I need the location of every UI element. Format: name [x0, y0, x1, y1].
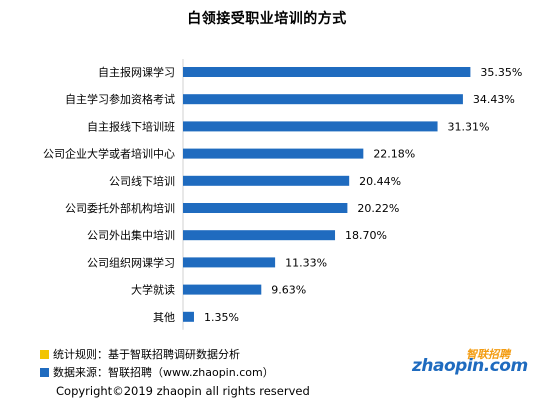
bar: [183, 121, 438, 132]
category-label: 自主报网课学习: [98, 65, 175, 79]
category-label: 自主学习参加资格考试: [65, 92, 175, 106]
category-label: 公司企业大学或者培训中心: [43, 147, 175, 161]
logo-wordmark: zhaopin.com: [412, 356, 528, 376]
value-label: 31.31%: [448, 120, 490, 133]
category-label: 自主报线下培训班: [87, 119, 175, 133]
chart-title: 白领接受职业培训的方式: [187, 11, 347, 27]
value-label: 34.43%: [473, 93, 515, 106]
note-statistics-rule: 统计规则：基于智联招聘调研数据分析: [40, 346, 240, 362]
value-label: 1.35%: [204, 311, 239, 324]
note-data-source: 数据来源：智联招聘（www.zhaopin.com）: [40, 364, 274, 380]
bar: [183, 67, 471, 77]
logo-chinese: 智联招聘: [466, 348, 510, 361]
blue-square-icon: [40, 367, 49, 377]
category-label: 公司线下培训: [109, 174, 175, 188]
yellow-square-icon: [40, 349, 49, 359]
bar: [183, 311, 194, 322]
category-label: 大学就读: [131, 283, 175, 297]
bar: [183, 175, 350, 186]
bar: [183, 257, 276, 268]
value-label: 35.35%: [480, 66, 522, 79]
note-source-text: 数据来源：智联招聘（www.zhaopin.com）: [53, 366, 274, 379]
value-label: 20.44%: [359, 175, 401, 188]
bar: [183, 203, 348, 213]
bar-chart: 自主报网课学习 35.35% 自主学习参加资格考试 34.43% 自主报线下培训班 31.…: [43, 59, 522, 330]
category-label: 公司委托外部机构培训: [65, 201, 175, 215]
value-label: 11.33%: [285, 256, 327, 269]
category-label: 公司组织网课学习: [87, 255, 175, 269]
zhaopin-logo: 智联招聘 zhaopin.com: [412, 346, 528, 378]
bar: [183, 284, 262, 295]
value-label: 22.18%: [373, 148, 415, 161]
value-label: 9.63%: [271, 284, 306, 297]
category-label: 公司外出集中培训: [87, 228, 175, 242]
value-label: 20.22%: [357, 202, 399, 215]
bar: [183, 148, 364, 159]
category-label: 其他: [153, 311, 175, 324]
bar: [183, 94, 463, 105]
value-label: 18.70%: [345, 229, 387, 242]
note-rule-text: 统计规则：基于智联招聘调研数据分析: [53, 348, 240, 361]
bar: [183, 230, 336, 241]
copyright-text: Copyright©2019 zhaopin all rights reserv…: [56, 384, 310, 398]
